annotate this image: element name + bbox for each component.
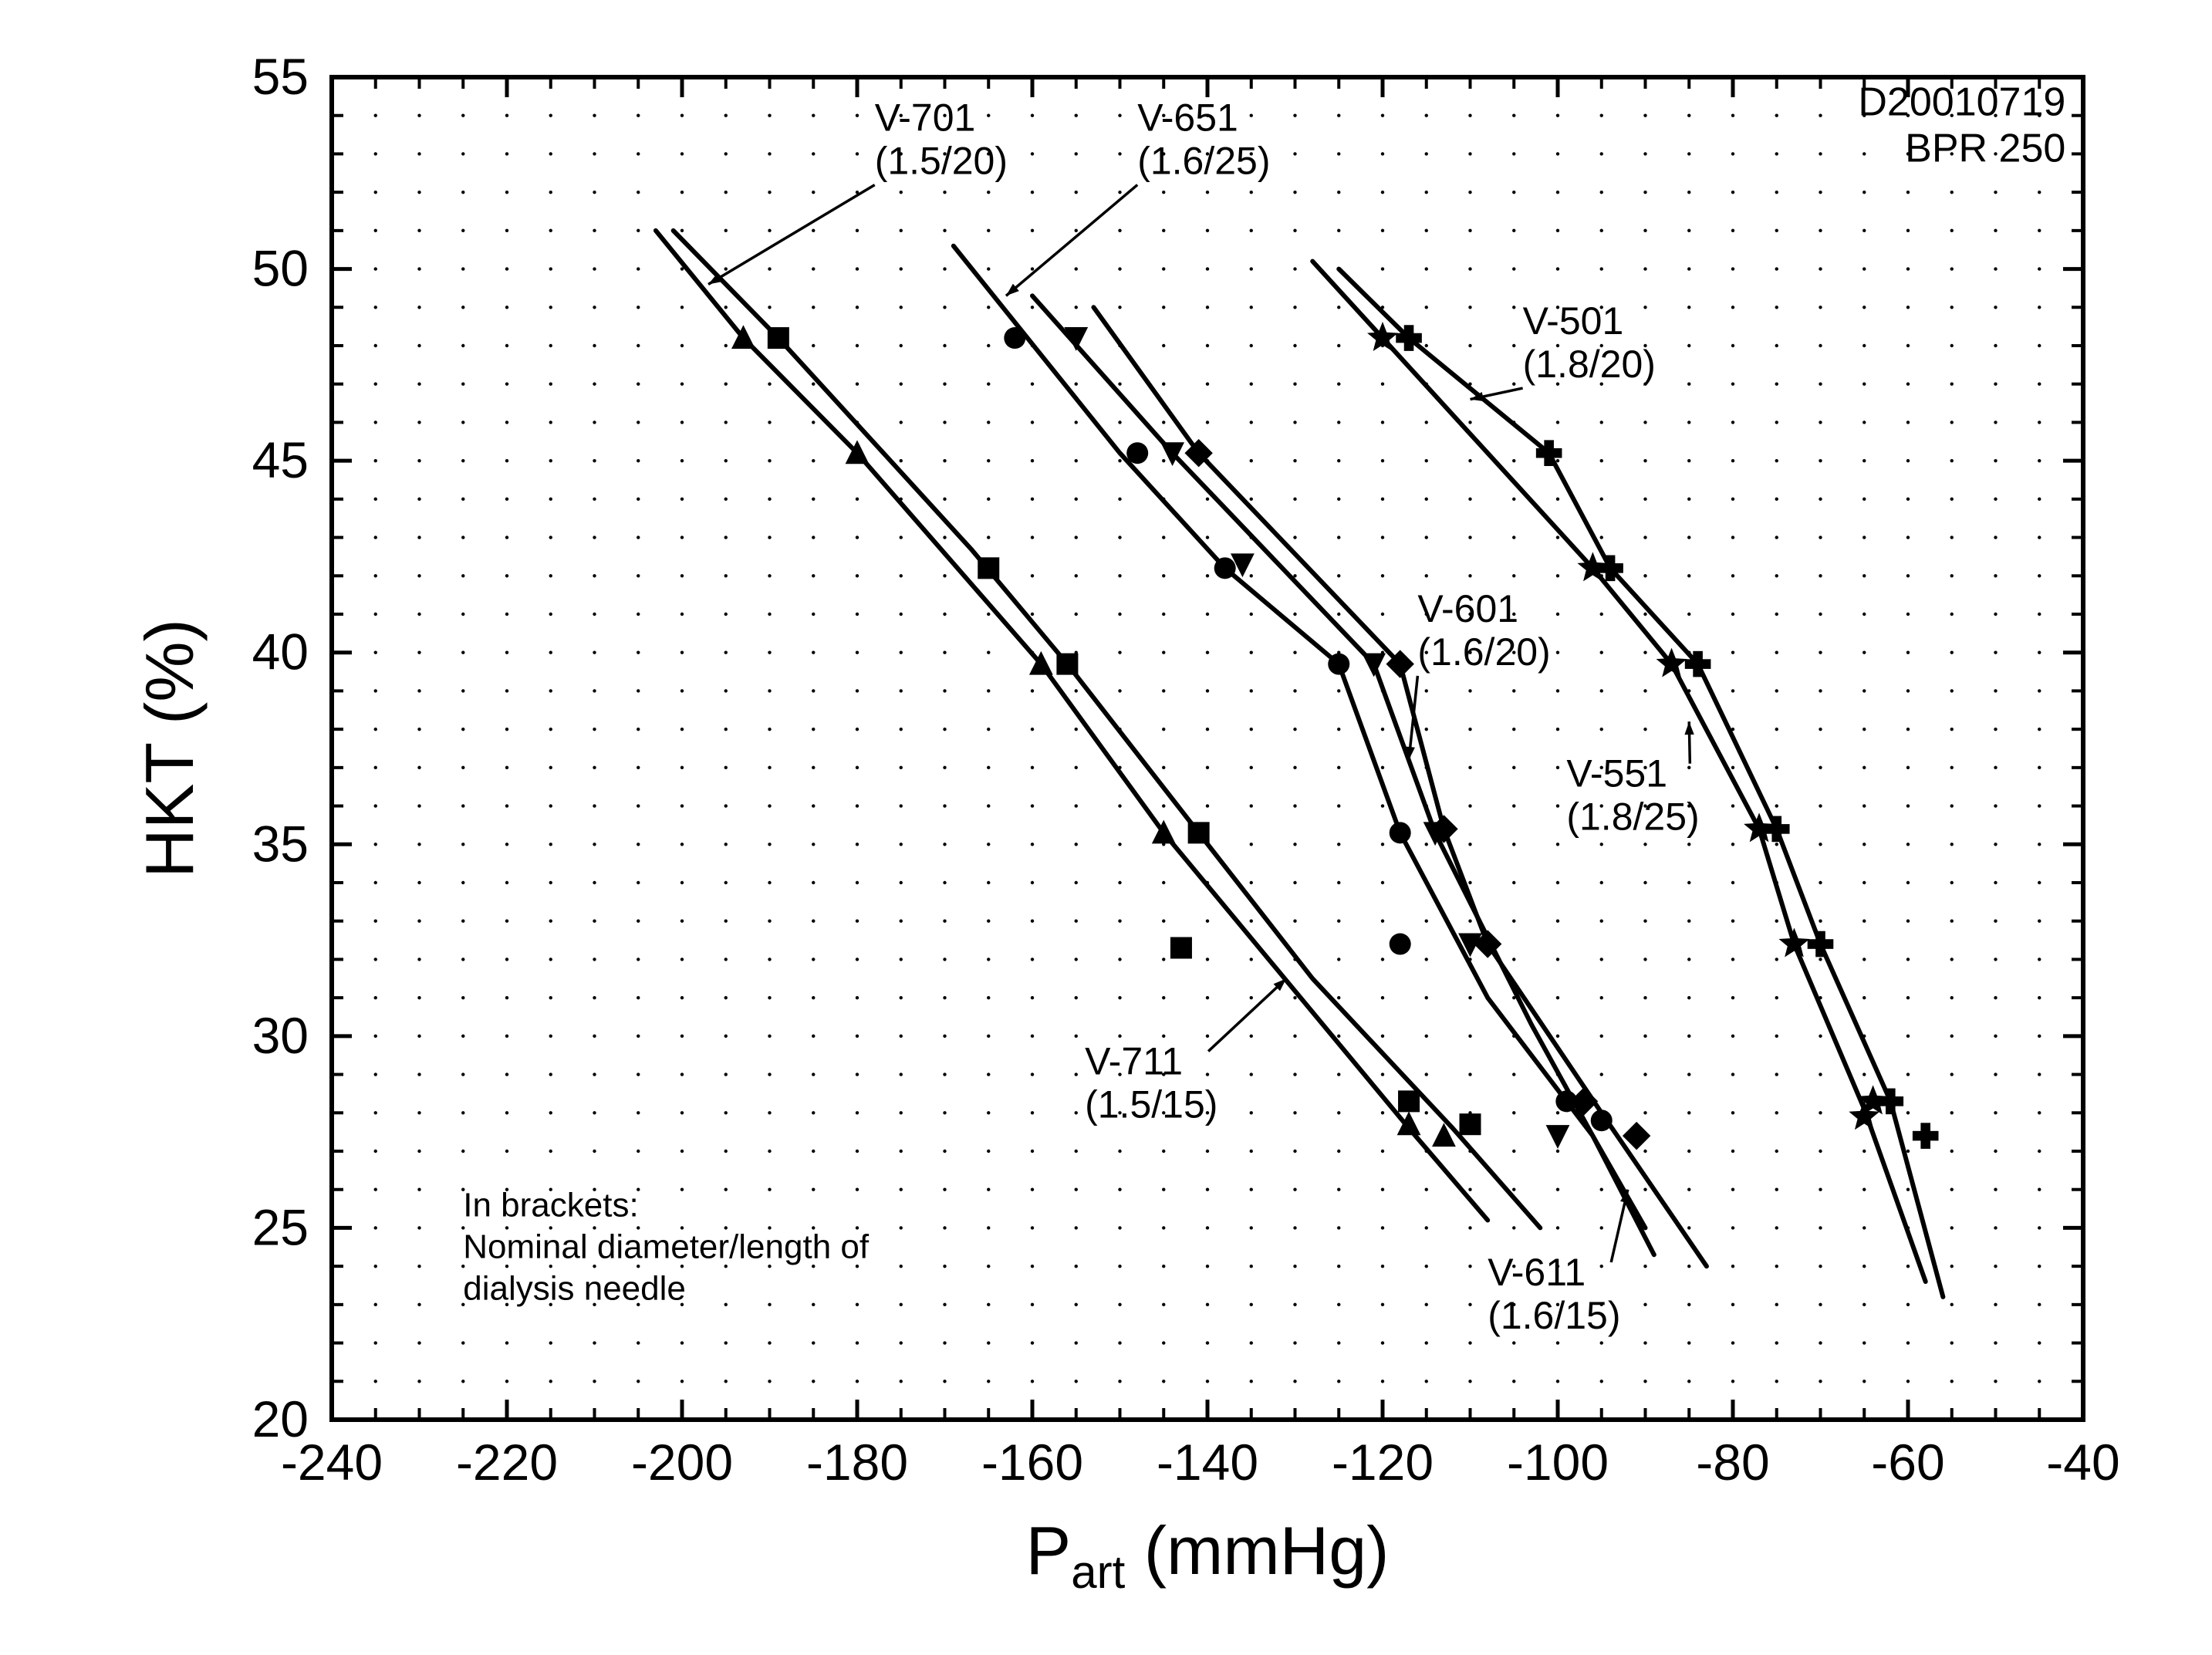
svg-text:-100: -100: [1507, 1434, 1609, 1491]
label2-v711: (1.5/15): [1085, 1083, 1217, 1126]
svg-text:-140: -140: [1157, 1434, 1258, 1491]
svg-text:35: 35: [252, 815, 309, 872]
series-v651: [954, 246, 1646, 1228]
svg-text:20: 20: [252, 1390, 309, 1447]
svg-text:-160: -160: [981, 1434, 1083, 1491]
svg-text:30: 30: [252, 1007, 309, 1064]
svg-text:-60: -60: [1871, 1434, 1944, 1491]
svg-text:40: 40: [252, 623, 309, 681]
label2-v501: (1.8/20): [1523, 343, 1656, 386]
svg-text:-220: -220: [456, 1434, 558, 1491]
label-v501: V-501: [1523, 299, 1624, 343]
svg-text:50: 50: [252, 240, 309, 297]
corner-line2: BPR 250: [1905, 127, 2065, 171]
footnote-3: dialysis needle: [463, 1270, 686, 1308]
y-axis-title: HKT (%): [131, 619, 208, 878]
footnote-2: Nominal diameter/length of: [463, 1228, 870, 1266]
chart-root: -240-220-200-180-160-140-120-100-80-60-4…: [0, 0, 2212, 1655]
label-v651: V-651: [1137, 96, 1238, 140]
label-v711: V-711: [1085, 1040, 1183, 1083]
series-line-v651: [954, 246, 1646, 1228]
x-axis-title: Part (mmHg): [1026, 1512, 1390, 1598]
plot-area: [656, 231, 1943, 1297]
label2-v701: (1.5/20): [875, 140, 1008, 183]
label2-v611: (1.6/15): [1488, 1294, 1620, 1337]
footnote-1: In brackets:: [463, 1187, 638, 1224]
label2-v551: (1.8/25): [1566, 795, 1699, 839]
svg-text:-40: -40: [2046, 1434, 2119, 1491]
label2-v651: (1.6/25): [1137, 140, 1270, 183]
svg-text:-80: -80: [1696, 1434, 1769, 1491]
svg-text:45: 45: [252, 431, 309, 488]
svg-text:-200: -200: [631, 1434, 733, 1491]
svg-text:25: 25: [252, 1198, 309, 1255]
label-v551: V-551: [1566, 752, 1667, 795]
corner-line1: D20010719: [1858, 80, 2065, 125]
label-v701: V-701: [875, 96, 976, 140]
label-v611: V-611: [1488, 1251, 1586, 1294]
label-v601: V-601: [1417, 587, 1518, 630]
svg-text:-180: -180: [806, 1434, 908, 1491]
svg-text:-120: -120: [1332, 1434, 1434, 1491]
label2-v601: (1.6/20): [1417, 630, 1550, 674]
svg-text:55: 55: [252, 48, 309, 105]
